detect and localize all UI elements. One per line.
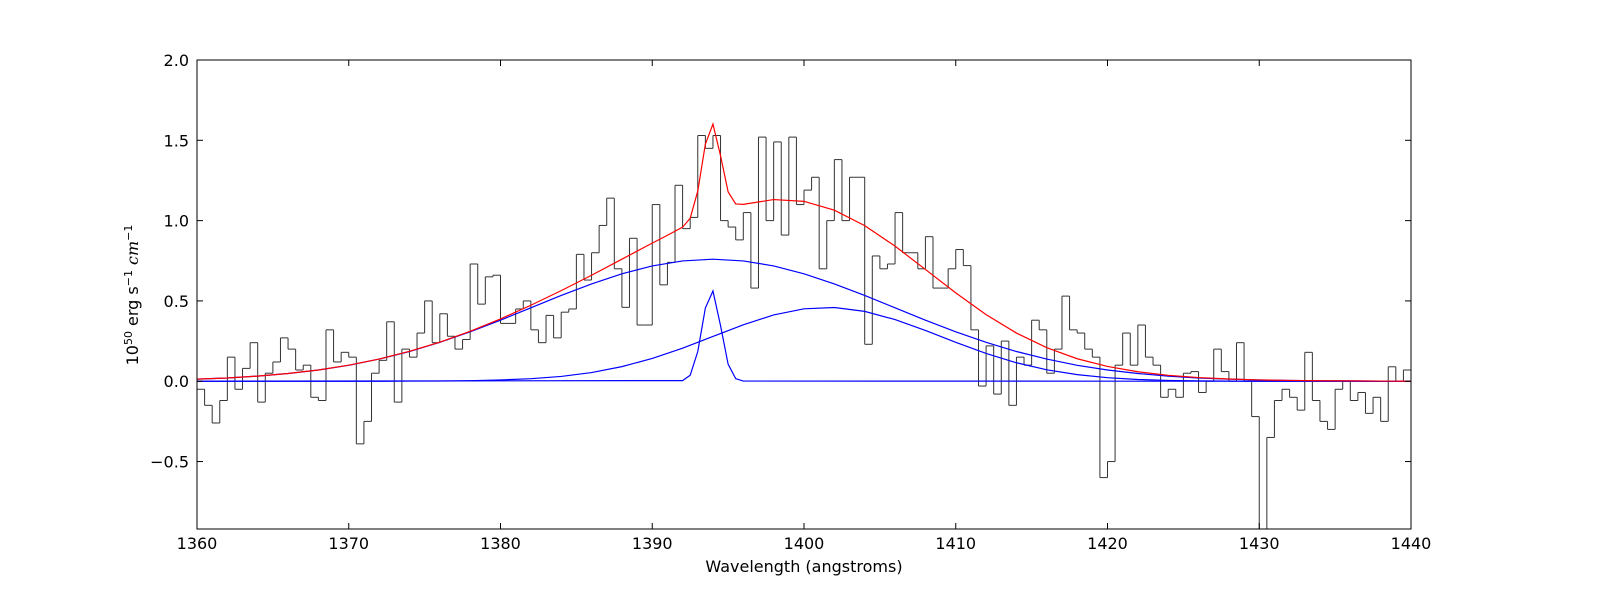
x-tick-label: 1370 — [328, 534, 369, 553]
x-tick-label: 1360 — [177, 534, 218, 553]
x-tick-label: 1430 — [1239, 534, 1280, 553]
y-label-part: cm — [123, 241, 142, 270]
model-line — [197, 289, 1411, 382]
y-label-part: −1 — [122, 225, 135, 241]
x-axis-label: Wavelength (angstroms) — [705, 557, 902, 576]
step-risers — [204, 135, 1404, 529]
y-tick-label: 1.5 — [164, 131, 189, 150]
plot-area — [197, 122, 1411, 529]
model-line — [197, 122, 1411, 382]
x-tick-label: 1420 — [1087, 534, 1128, 553]
x-tick-label: 1380 — [480, 534, 521, 553]
y-label-part: erg s — [123, 286, 142, 331]
y-label-part: 10 — [123, 345, 142, 365]
y-label-part: −1 — [122, 270, 135, 286]
y-tick-label: 2.0 — [164, 51, 189, 70]
y-label-part: 50 — [122, 331, 135, 345]
x-tick-label: 1390 — [632, 534, 673, 553]
x-tick-label: 1400 — [784, 534, 825, 553]
y-tick-label: 1.0 — [164, 212, 189, 231]
y-tick-label: 0.0 — [164, 372, 189, 391]
y-tick-label: −0.5 — [150, 453, 189, 472]
y-tick-label: 0.5 — [164, 292, 189, 311]
x-tick-label: 1410 — [935, 534, 976, 553]
x-tick-label: 1440 — [1391, 534, 1432, 553]
y-axis-label: 1050 erg s−1 cm−1 — [122, 225, 143, 366]
